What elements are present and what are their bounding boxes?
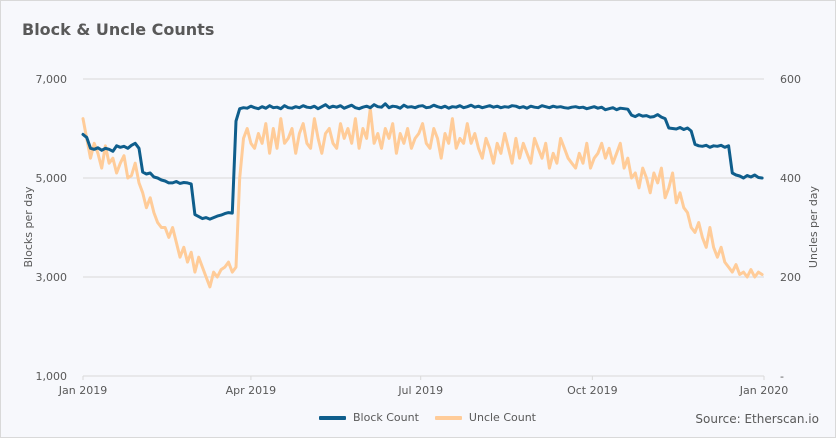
- uncle-count-swatch: [434, 415, 462, 420]
- x-tick-label: Jul 2019: [397, 384, 443, 397]
- left-tick-label: 7,000: [36, 73, 68, 86]
- legend-label: Uncle Count: [468, 411, 536, 424]
- x-tick-label: Jan 2020: [739, 384, 788, 397]
- right-axis-title: Uncles per day: [807, 185, 820, 268]
- left-axis-ticks: 1,000 3,000 5,000 7,000: [36, 73, 68, 383]
- gridlines: [83, 78, 764, 377]
- left-tick-label: 1,000: [36, 370, 68, 383]
- x-axis-ticks: Jan 2019 Apr 2019 Jul 2019 Oct 2019 Jan 2020: [58, 376, 788, 397]
- left-axis-title: Blocks per day: [22, 186, 35, 267]
- x-tick-label: Oct 2019: [567, 384, 618, 397]
- right-tick-label: 200: [780, 271, 801, 284]
- series-lines: [81, 102, 764, 289]
- uncle-count-line[interactable]: [81, 107, 764, 289]
- x-tick-label: Apr 2019: [226, 384, 277, 397]
- x-tick-label: Jan 2019: [58, 384, 107, 397]
- right-tick-label: -: [780, 370, 784, 383]
- source-note: Source: Etherscan.io: [695, 412, 819, 426]
- legend-label: Block Count: [353, 411, 419, 424]
- legend-item-block-count[interactable]: Block Count: [319, 411, 419, 424]
- left-tick-label: 3,000: [36, 271, 68, 284]
- block-count-line[interactable]: [81, 102, 764, 221]
- legend: Block Count Uncle Count: [319, 411, 552, 424]
- right-tick-label: 600: [780, 73, 801, 86]
- block-count-swatch: [319, 415, 346, 420]
- left-tick-label: 5,000: [36, 172, 68, 185]
- legend-item-uncle-count[interactable]: Uncle Count: [434, 411, 536, 424]
- chart-title: Block & Uncle Counts: [22, 20, 215, 39]
- right-tick-label: 400: [780, 172, 801, 185]
- right-axis-ticks: - 200 400 600: [780, 73, 801, 383]
